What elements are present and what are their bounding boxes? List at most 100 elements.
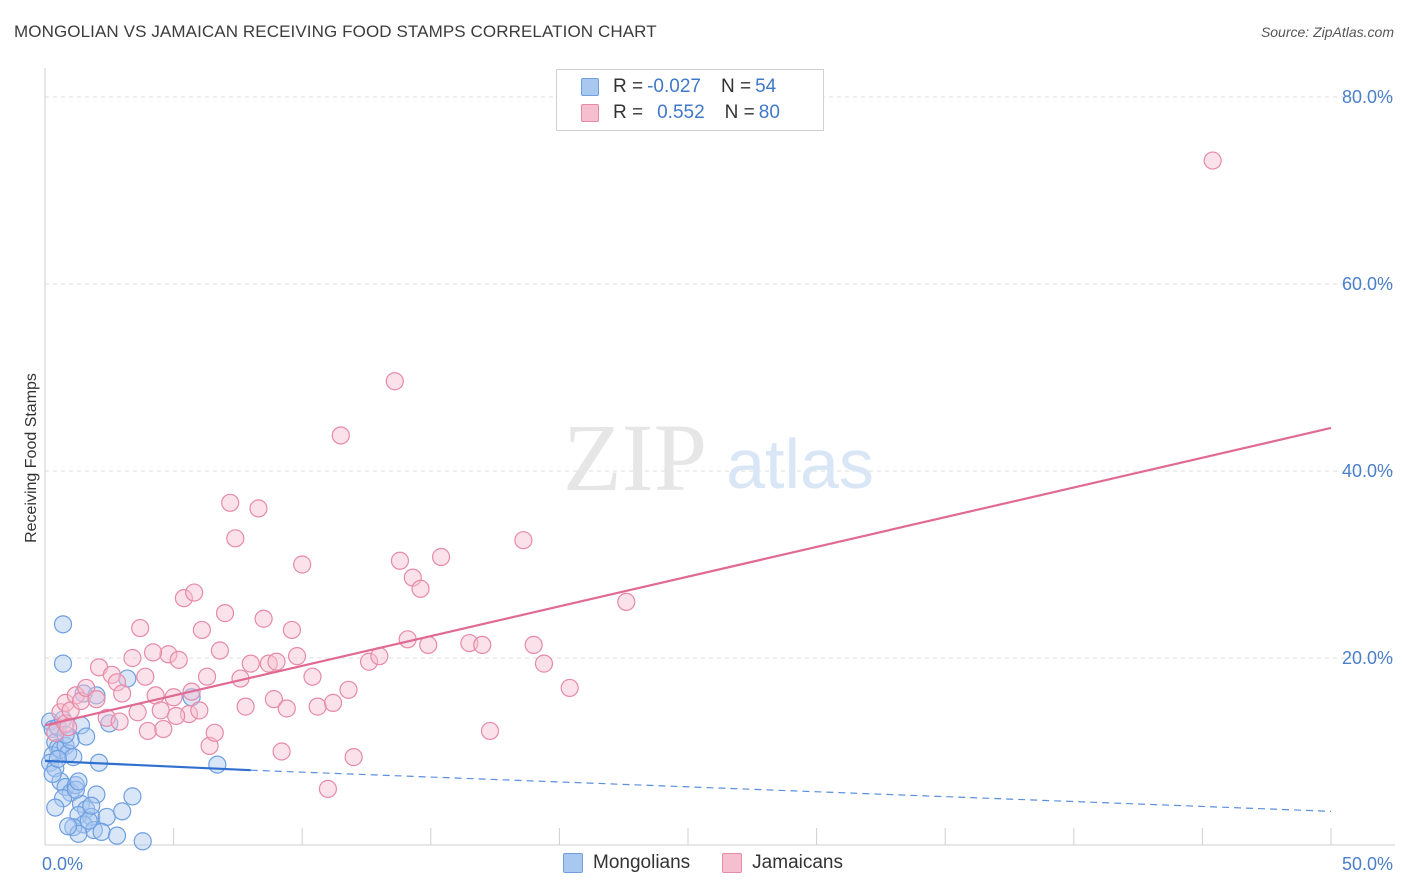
trend-line-jamaicans (44, 426, 1332, 727)
data-point-jamaicans (254, 609, 273, 628)
data-point-jamaicans (192, 620, 211, 640)
trend-line-mongolians (44, 759, 251, 772)
data-point-jamaicans (143, 643, 163, 662)
data-point-mongolians (113, 802, 132, 821)
data-point-jamaicans (308, 697, 327, 716)
data-point-jamaicans (344, 748, 363, 767)
data-point-jamaicans (159, 645, 178, 664)
data-point-jamaicans (514, 531, 533, 550)
data-point-jamaicans (167, 706, 186, 726)
data-point-mongolians (133, 832, 152, 851)
data-point-mongolians (48, 749, 67, 769)
data-point-jamaicans (215, 604, 235, 623)
data-point-jamaicans (303, 667, 322, 686)
watermark-zip: ZIP (563, 404, 707, 511)
y-tick-label: 80.0% (1342, 87, 1393, 107)
data-point-jamaicans (169, 650, 188, 669)
legend-row-jamaicans: R = 0.552 N = 80 (581, 101, 780, 125)
series-jamaicans (46, 151, 1222, 799)
data-point-jamaicans (77, 678, 96, 698)
data-point-jamaicans (154, 719, 173, 739)
data-point-jamaicans (277, 699, 296, 718)
data-point-mongolians (77, 727, 96, 746)
data-point-mongolians (69, 824, 88, 843)
legend-item-jamaicans[interactable]: Jamaicans (722, 852, 843, 874)
data-point-jamaicans (411, 579, 430, 598)
legend-r-label: R = (613, 76, 644, 97)
data-point-mongolians (87, 785, 106, 804)
legend-swatch-jamaicans (581, 104, 599, 122)
data-point-jamaicans (282, 620, 302, 640)
legend-swatch-mongolians (581, 78, 599, 96)
data-point-jamaicans (473, 635, 492, 655)
data-point-jamaicans (138, 721, 157, 741)
legend-r-label: R = (613, 102, 644, 123)
data-point-jamaicans (123, 648, 142, 668)
data-point-jamaicans (390, 551, 410, 570)
data-point-jamaicans (131, 618, 150, 638)
data-point-jamaicans (174, 589, 193, 608)
data-point-mongolians (46, 798, 65, 817)
legend-r-value: 0.552 (657, 102, 705, 123)
data-point-jamaicans (480, 721, 500, 741)
y-tick-label: 60.0% (1342, 274, 1393, 294)
x-tick-label: 0.0% (42, 854, 83, 874)
data-point-mongolians (82, 796, 101, 815)
data-point-mongolians (107, 826, 127, 845)
y-axis-title: Receiving Food Stamps (23, 373, 40, 543)
legend-swatch-mongolians (563, 853, 583, 873)
data-point-jamaicans (249, 499, 268, 518)
data-point-jamaicans (236, 697, 255, 716)
data-point-jamaicans (264, 690, 284, 709)
data-point-jamaicans (323, 693, 343, 712)
data-point-mongolians (123, 787, 142, 806)
data-point-jamaicans (87, 690, 106, 709)
y-tick-label: 20.0% (1342, 648, 1393, 668)
data-point-jamaicans (136, 667, 155, 686)
data-point-jamaicans (617, 592, 636, 612)
legend-r-value: -0.027 (647, 76, 701, 97)
chart-title: MONGOLIAN VS JAMAICAN RECEIVING FOOD STA… (14, 22, 657, 41)
data-point-jamaicans (293, 555, 312, 574)
legend-n-label: N = (724, 102, 755, 123)
trend-line-mongolians-extension (250, 769, 1332, 812)
data-point-jamaicans (318, 779, 338, 799)
data-point-mongolians (69, 772, 88, 791)
axes (44, 68, 1395, 846)
data-point-mongolians (53, 789, 73, 808)
data-point-jamaicans (524, 635, 543, 655)
legend-item-mongolians[interactable]: Mongolians (563, 852, 690, 874)
data-point-jamaicans (110, 712, 129, 731)
data-point-jamaicans (331, 426, 350, 445)
data-point-jamaicans (241, 654, 260, 673)
data-point-jamaicans (431, 547, 451, 567)
watermark: ZIP atlas (563, 404, 874, 511)
legend-n-value: 54 (755, 76, 777, 97)
legend-n-label: N = (720, 76, 752, 97)
legend-row-mongolians: R = -0.027 N = 54 (581, 75, 776, 99)
data-point-jamaicans (267, 652, 286, 671)
data-point-jamaicans (59, 718, 78, 737)
data-point-jamaicans (385, 372, 404, 391)
data-point-jamaicans (221, 493, 240, 512)
data-point-mongolians (79, 811, 98, 830)
data-point-jamaicans (190, 701, 209, 720)
data-point-jamaicans (210, 641, 229, 660)
trend-lines (44, 426, 1332, 812)
y-tick-label: 40.0% (1342, 461, 1393, 481)
legend-label-jamaicans: Jamaicans (752, 852, 843, 873)
data-point-jamaicans (339, 680, 358, 699)
data-point-jamaicans (107, 673, 127, 692)
data-point-jamaicans (185, 583, 204, 602)
data-point-jamaicans (1203, 151, 1222, 170)
watermark-atlas: atlas (726, 425, 874, 503)
data-point-jamaicans (197, 667, 217, 686)
series-legend: Mongolians Jamaicans (0, 852, 1406, 874)
data-point-jamaicans (226, 529, 245, 548)
data-point-jamaicans (151, 701, 170, 720)
legend-label-mongolians: Mongolians (593, 852, 691, 873)
stats-legend: R = -0.027 N = 54 R = 0.552 N = 80 (556, 69, 824, 131)
legend-swatch-jamaicans (722, 853, 743, 873)
grid-lines (45, 96, 1395, 659)
